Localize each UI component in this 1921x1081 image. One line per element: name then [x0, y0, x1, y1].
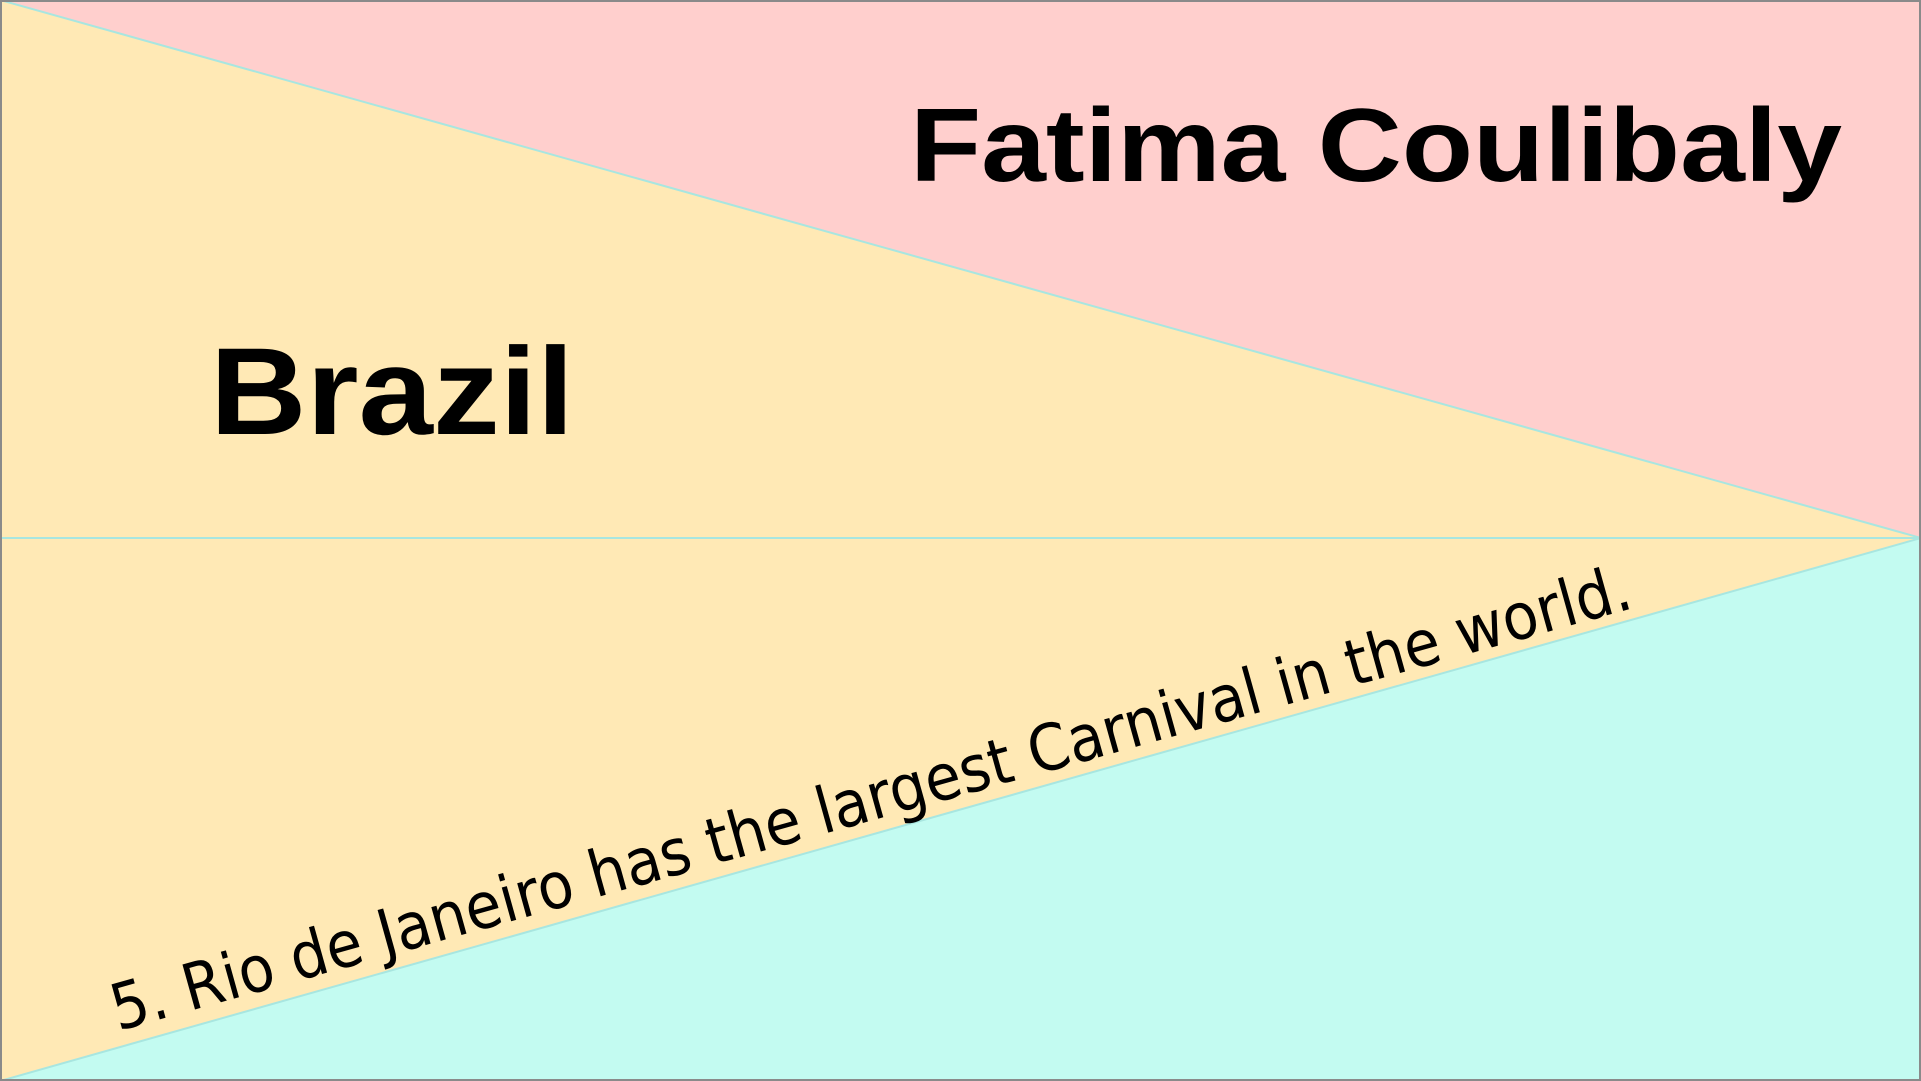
country-name: Brazil [210, 323, 574, 461]
person-name: Fatima Coulibaly [910, 88, 1842, 204]
diagonal-line-bottom [0, 537, 1921, 1081]
diagonal-line-top [0, 0, 1921, 539]
